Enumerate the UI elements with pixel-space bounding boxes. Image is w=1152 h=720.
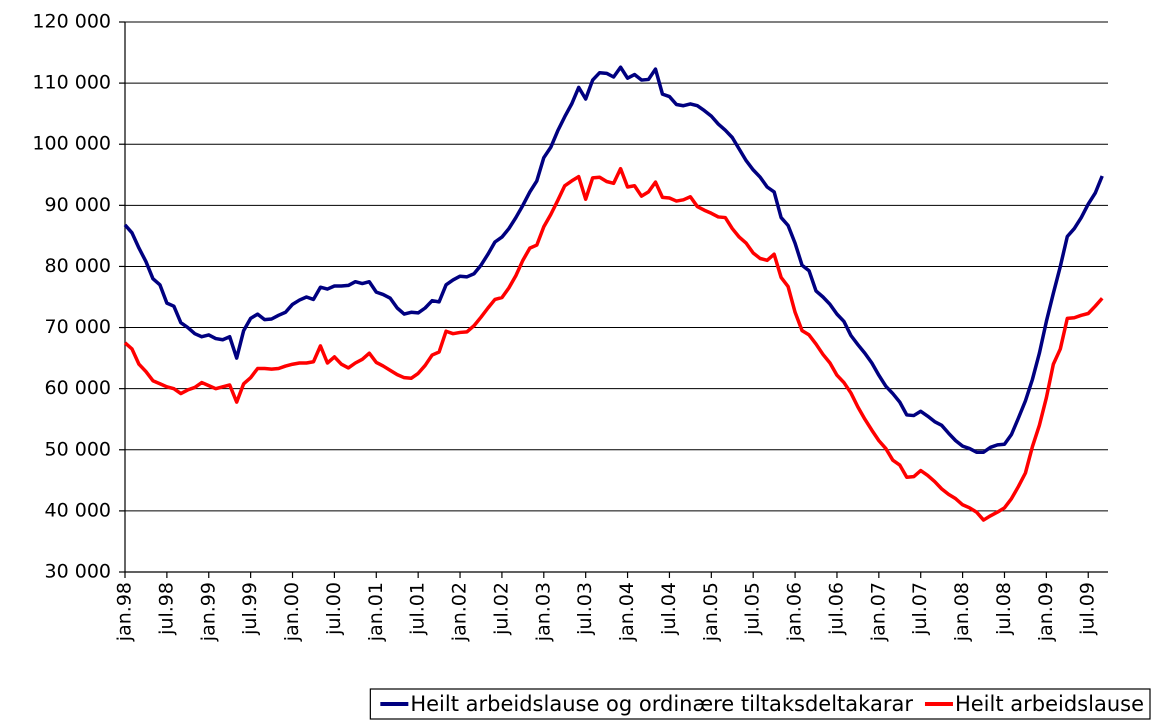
y-tick-label: 50 000 <box>45 438 111 460</box>
y-tick-label: 40 000 <box>45 499 111 521</box>
x-tick-label: jan.07 <box>867 582 889 642</box>
x-tick-label: jul.00 <box>323 582 345 636</box>
x-tick-label: jul.01 <box>407 582 429 636</box>
x-tick-label: jul.09 <box>1077 582 1099 636</box>
x-tick-label: jul.08 <box>993 582 1015 636</box>
x-tick-label: jul.99 <box>239 582 261 636</box>
x-tick-label: jan.98 <box>114 582 136 642</box>
x-tick-label: jan.08 <box>951 582 973 642</box>
line-series <box>123 166 1104 522</box>
y-tick-label: 110 000 <box>32 72 111 94</box>
y-tick-label: 120 000 <box>32 11 111 33</box>
y-tick-label: 100 000 <box>32 133 111 155</box>
x-tick-label: jan.04 <box>616 582 638 642</box>
y-tick-label: 70 000 <box>45 316 111 338</box>
x-tick-label: jul.03 <box>574 582 596 636</box>
legend-label: Heilt arbeidslause og ordinære tiltaksde… <box>410 692 913 716</box>
x-tick-label: jan.01 <box>365 582 387 642</box>
y-tick-label: 60 000 <box>45 377 111 399</box>
x-tick-label: jan.06 <box>784 582 806 642</box>
x-tick-label: jul.05 <box>742 582 764 636</box>
x-tick-label: jul.02 <box>490 582 512 636</box>
y-tick-label: 80 000 <box>45 255 111 277</box>
x-tick-label: jan.03 <box>532 582 554 642</box>
y-tick-label: 30 000 <box>45 561 111 583</box>
y-tick-label: 90 000 <box>45 194 111 216</box>
x-tick-label: jul.98 <box>155 582 177 636</box>
x-tick-label: jan.00 <box>281 582 303 642</box>
x-tick-label: jan.09 <box>1035 582 1057 642</box>
x-tick-label: jan.05 <box>700 582 722 642</box>
x-tick-label: jul.07 <box>909 582 931 636</box>
legend-label: Heilt arbeidslause <box>955 692 1144 716</box>
x-tick-label: jan.02 <box>449 582 471 642</box>
legend: Heilt arbeidslause og ordinære tiltaksde… <box>369 688 1151 720</box>
x-tick-label: jul.06 <box>825 582 847 636</box>
legend-box <box>369 688 1151 720</box>
line-series <box>123 65 1104 454</box>
x-tick-label: jul.04 <box>658 582 680 636</box>
x-tick-label: jan.99 <box>197 582 219 642</box>
